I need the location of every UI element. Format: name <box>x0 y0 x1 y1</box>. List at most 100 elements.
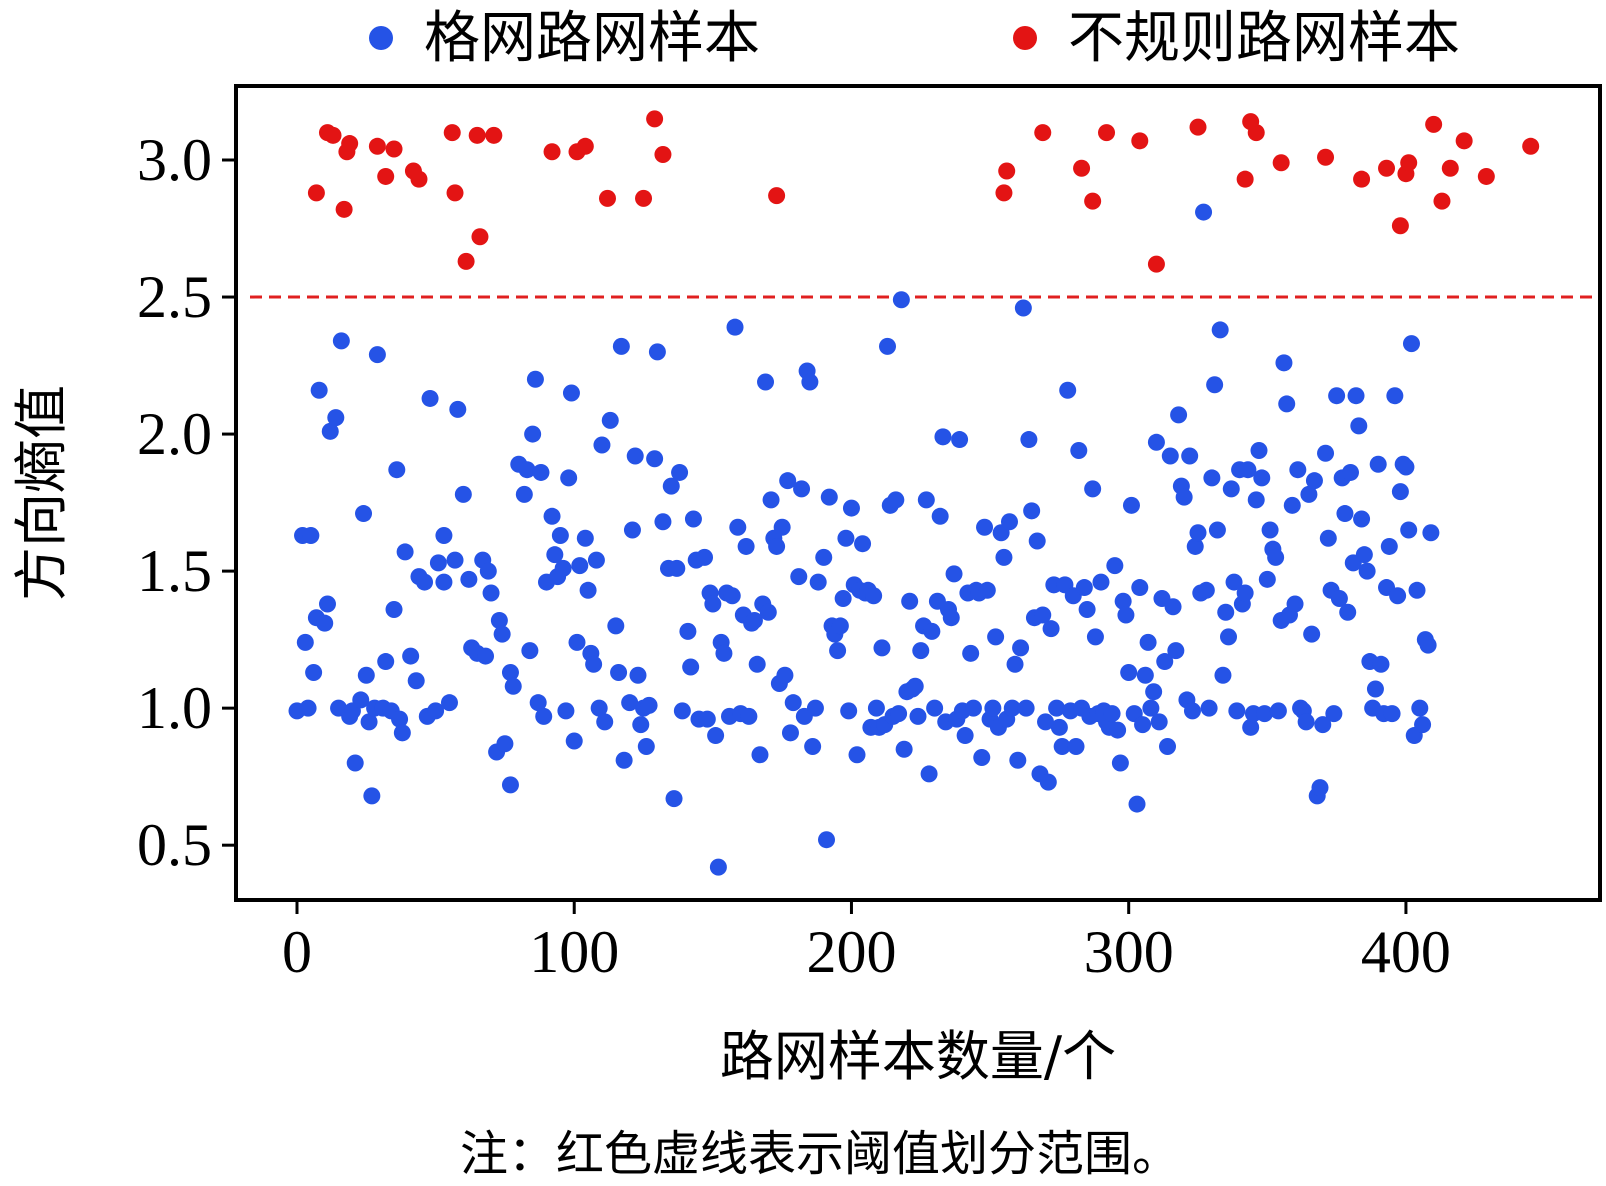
data-point <box>837 529 855 547</box>
data-point <box>1239 461 1257 479</box>
data-point <box>831 617 849 635</box>
data-point <box>1350 417 1368 435</box>
data-point <box>324 126 342 144</box>
data-point <box>632 716 650 734</box>
data-point <box>707 727 725 745</box>
data-point <box>646 450 664 468</box>
data-point <box>1023 502 1041 520</box>
data-point <box>1214 666 1232 684</box>
data-point <box>1139 633 1157 651</box>
legend-label-grid: 格网路网样本 <box>424 6 760 71</box>
data-point <box>1111 754 1129 772</box>
x-tick-label: 200 <box>806 919 896 985</box>
data-point <box>524 425 542 443</box>
data-point <box>854 535 872 553</box>
data-point <box>1258 570 1276 588</box>
data-point <box>978 581 996 599</box>
data-point <box>1211 321 1229 339</box>
data-point <box>1084 192 1102 210</box>
data-point <box>587 551 605 569</box>
data-point <box>1175 488 1193 506</box>
data-point <box>560 469 578 487</box>
data-point <box>1328 387 1346 405</box>
data-point <box>477 647 495 665</box>
data-point <box>521 642 539 660</box>
data-point <box>1297 713 1315 731</box>
data-point <box>1161 447 1179 465</box>
data-point <box>668 559 686 577</box>
data-point <box>1402 335 1420 353</box>
data-point <box>1372 655 1390 673</box>
data-point <box>321 422 339 440</box>
data-point <box>368 346 386 364</box>
y-tick-label: 2.0 <box>137 401 212 467</box>
data-point <box>1067 738 1085 756</box>
data-point <box>729 518 747 536</box>
data-point <box>1167 642 1185 660</box>
legend-label-irregular: 不规则路网样本 <box>1068 6 1460 71</box>
data-point <box>1400 154 1418 172</box>
data-point <box>1303 625 1321 643</box>
data-point <box>1319 529 1337 547</box>
data-point <box>316 614 334 632</box>
data-point <box>363 787 381 805</box>
data-point <box>671 463 689 481</box>
data-point <box>1189 118 1207 136</box>
data-point <box>637 738 655 756</box>
data-point <box>435 573 453 591</box>
data-point <box>698 710 716 728</box>
data-point <box>1003 699 1021 717</box>
data-point <box>951 431 969 449</box>
data-point <box>1455 132 1473 150</box>
data-point <box>768 537 786 555</box>
data-point <box>1522 137 1540 155</box>
data-point <box>1106 557 1124 575</box>
data-point <box>704 595 722 613</box>
data-point <box>759 603 777 621</box>
data-point <box>396 543 414 561</box>
data-point <box>385 600 403 618</box>
data-point <box>709 858 727 876</box>
data-point <box>654 146 672 164</box>
data-point <box>818 831 836 849</box>
data-point <box>1336 505 1354 523</box>
data-point <box>607 617 625 635</box>
data-point <box>1020 431 1038 449</box>
data-point <box>391 710 409 728</box>
y-tick-label: 1.0 <box>137 675 212 741</box>
data-point <box>435 526 453 544</box>
data-point <box>1103 705 1121 723</box>
data-point <box>1034 606 1052 624</box>
data-point <box>1330 590 1348 608</box>
data-point <box>942 609 960 627</box>
data-point <box>1311 779 1329 797</box>
data-point <box>745 611 763 629</box>
data-point <box>1122 496 1140 514</box>
data-point <box>887 491 905 509</box>
data-point <box>1286 595 1304 613</box>
data-point <box>427 702 445 720</box>
data-point <box>635 189 653 207</box>
data-point <box>1073 159 1091 177</box>
data-point <box>1092 573 1110 591</box>
data-point <box>1419 636 1437 654</box>
data-point <box>346 754 364 772</box>
data-point <box>684 510 702 528</box>
data-point <box>784 694 802 712</box>
data-point <box>1000 513 1018 531</box>
data-point <box>368 137 386 155</box>
data-point <box>551 526 569 544</box>
data-point <box>1341 463 1359 481</box>
data-point <box>332 332 350 350</box>
data-point <box>984 699 1002 717</box>
data-point <box>1317 148 1335 166</box>
data-point <box>1181 447 1199 465</box>
data-point <box>1136 666 1154 684</box>
data-point <box>1225 573 1243 591</box>
data-point <box>626 447 644 465</box>
data-point <box>1247 124 1265 142</box>
data-point <box>804 738 822 756</box>
data-point <box>931 507 949 525</box>
data-point <box>1070 442 1088 460</box>
data-point <box>443 124 461 142</box>
